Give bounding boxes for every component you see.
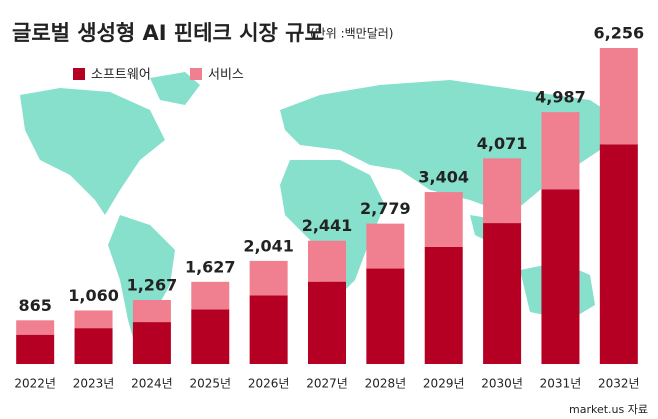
x-tick-label: 2022년 bbox=[14, 377, 56, 391]
x-tick-label: 2025년 bbox=[189, 377, 231, 391]
bar-segment bbox=[249, 295, 288, 364]
bar-segment bbox=[191, 281, 230, 310]
bar-segment bbox=[249, 260, 288, 296]
x-tick-label: 2029년 bbox=[423, 377, 465, 391]
total-label: 1,060 bbox=[68, 286, 119, 305]
total-label: 1,267 bbox=[127, 276, 178, 295]
legend-label: 소프트웨어 bbox=[91, 68, 151, 83]
source: market.us 자료 bbox=[569, 403, 648, 416]
bar-segment bbox=[599, 48, 638, 145]
total-label: 865 bbox=[18, 296, 51, 315]
chart-subtitle: (단위 :백만달러) bbox=[310, 27, 393, 41]
legend-label: 서비스 bbox=[208, 68, 244, 83]
bar-segment bbox=[16, 320, 55, 335]
bar-segment bbox=[191, 309, 230, 364]
total-label: 6,256 bbox=[594, 24, 645, 43]
bar-segment bbox=[424, 246, 463, 364]
bar-segment bbox=[541, 189, 580, 364]
bar-segment bbox=[74, 328, 113, 364]
total-label: 3,404 bbox=[418, 168, 469, 187]
total-label: 2,779 bbox=[360, 199, 411, 218]
legend-swatch bbox=[73, 68, 85, 80]
bar-segment bbox=[308, 281, 346, 364]
x-tick-label: 2028년 bbox=[365, 377, 407, 391]
bar-segment bbox=[132, 322, 171, 364]
x-tick-label: 2026년 bbox=[248, 377, 290, 391]
x-tick-label: 2027년 bbox=[306, 377, 348, 391]
legend-swatch bbox=[190, 68, 202, 80]
bar-segment bbox=[132, 300, 171, 323]
bar-segment bbox=[541, 112, 580, 190]
bar-segment bbox=[366, 268, 405, 364]
bar-segment bbox=[16, 334, 55, 364]
total-label: 2,441 bbox=[302, 216, 353, 235]
x-tick-label: 2024년 bbox=[131, 377, 173, 391]
bar-segment bbox=[308, 240, 346, 282]
x-tick-label: 2032년 bbox=[598, 377, 640, 391]
chart-title: 글로벌 생성형 AI 핀테크 시장 규모 bbox=[12, 21, 324, 45]
bar-segment bbox=[483, 158, 522, 224]
total-label: 2,041 bbox=[243, 236, 294, 255]
x-tick-label: 2031년 bbox=[540, 377, 582, 391]
bar-segment bbox=[74, 310, 113, 329]
bar-segment bbox=[599, 144, 638, 364]
bar-segment bbox=[366, 223, 405, 269]
bar-segment bbox=[424, 192, 463, 247]
bar-segment bbox=[483, 223, 522, 364]
world-map bbox=[20, 72, 620, 345]
total-label: 4,987 bbox=[535, 88, 586, 107]
x-tick-label: 2023년 bbox=[73, 377, 115, 391]
total-label: 4,071 bbox=[477, 134, 528, 153]
x-tick-label: 2030년 bbox=[481, 377, 523, 391]
total-label: 1,627 bbox=[185, 257, 236, 276]
